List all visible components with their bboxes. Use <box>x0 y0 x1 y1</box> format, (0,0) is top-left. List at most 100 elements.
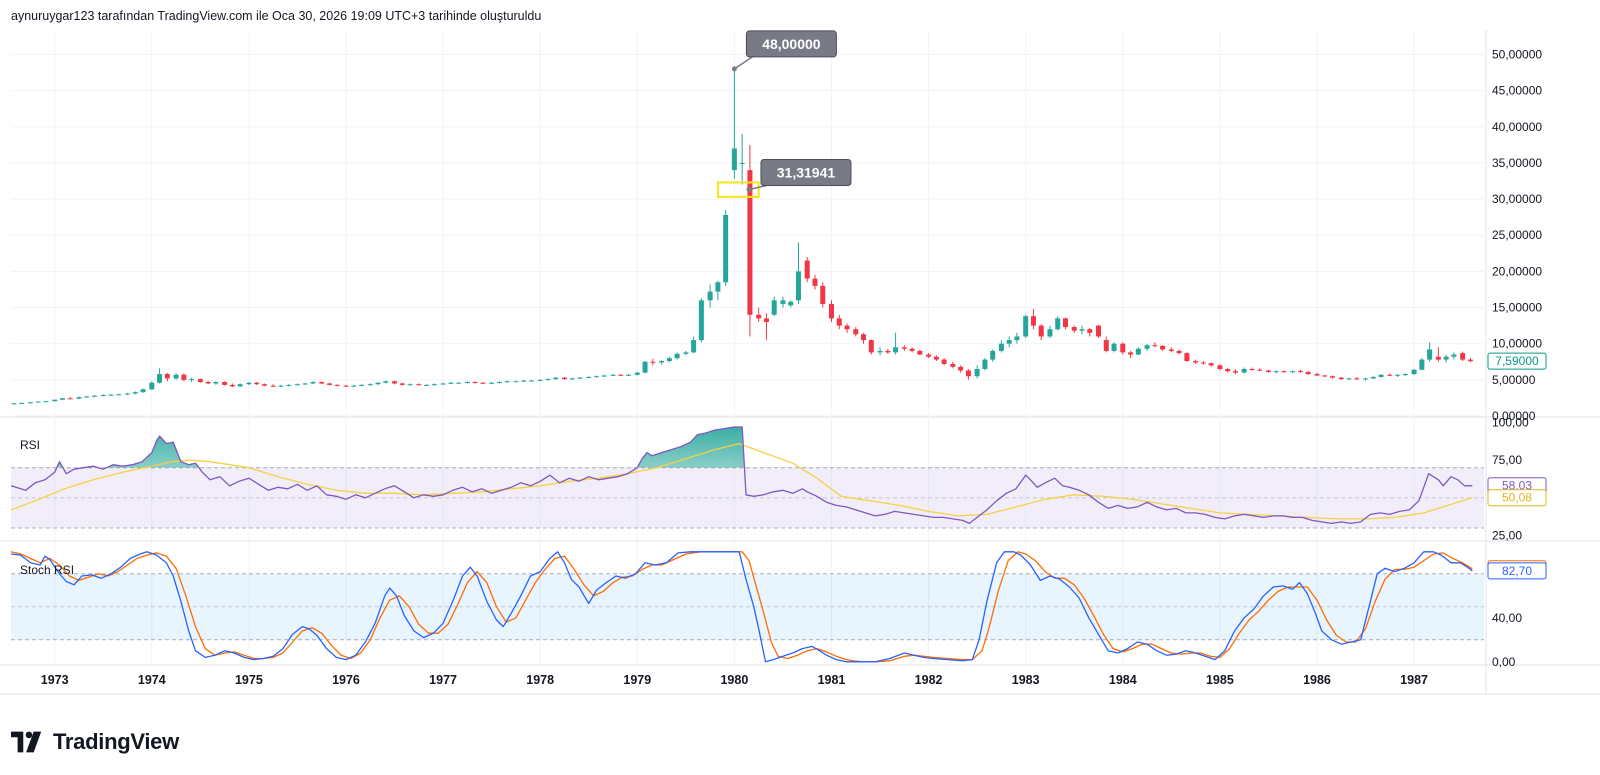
candle[interactable] <box>578 377 583 379</box>
candle[interactable] <box>286 384 291 386</box>
candle[interactable] <box>43 401 48 402</box>
candle[interactable] <box>1063 318 1068 330</box>
candle[interactable] <box>635 372 640 376</box>
candle[interactable] <box>611 374 616 376</box>
candle[interactable] <box>489 382 494 384</box>
candle[interactable] <box>480 382 485 384</box>
candle[interactable] <box>1249 368 1254 371</box>
candle[interactable] <box>1201 361 1206 365</box>
candle[interactable] <box>675 352 680 359</box>
tradingview-brand[interactable]: TradingView <box>11 729 179 755</box>
candle[interactable] <box>594 376 599 378</box>
candle[interactable] <box>383 381 388 384</box>
candle[interactable] <box>618 374 623 376</box>
candle[interactable] <box>626 374 631 376</box>
candle[interactable] <box>1266 370 1271 373</box>
candle[interactable] <box>602 375 607 377</box>
candle[interactable] <box>157 368 162 383</box>
candle[interactable] <box>1322 375 1327 377</box>
candle[interactable] <box>19 403 24 404</box>
candle[interactable] <box>934 355 939 361</box>
candle[interactable] <box>92 395 97 397</box>
candle[interactable] <box>788 300 793 307</box>
candle[interactable] <box>424 384 429 386</box>
candle[interactable] <box>1145 344 1150 351</box>
candle[interactable] <box>1184 352 1189 361</box>
candle[interactable] <box>878 347 883 355</box>
candle[interactable] <box>1257 368 1262 371</box>
candle[interactable] <box>1451 352 1456 359</box>
candle[interactable] <box>1290 370 1295 373</box>
candle[interactable] <box>708 284 713 307</box>
candle[interactable] <box>1047 326 1052 338</box>
candle[interactable] <box>1298 370 1303 373</box>
candle[interactable] <box>885 349 890 354</box>
candle[interactable] <box>780 297 785 308</box>
candle[interactable] <box>1104 336 1109 352</box>
candle[interactable] <box>262 383 267 386</box>
candle[interactable] <box>772 297 777 317</box>
price-callout[interactable]: 48,00000 <box>732 31 837 72</box>
candle[interactable] <box>643 361 648 373</box>
candle[interactable] <box>1177 349 1182 354</box>
candle[interactable] <box>659 360 664 364</box>
candle[interactable] <box>1072 326 1077 333</box>
candle[interactable] <box>740 134 745 185</box>
candle[interactable] <box>723 210 728 286</box>
candle[interactable] <box>359 384 364 386</box>
candle[interactable] <box>1306 371 1311 375</box>
candle[interactable] <box>829 300 834 322</box>
candle[interactable] <box>206 381 211 385</box>
candle[interactable] <box>950 362 955 369</box>
candle[interactable] <box>869 339 874 354</box>
candle[interactable] <box>1160 345 1165 351</box>
candle[interactable] <box>149 381 154 390</box>
candle[interactable] <box>1281 370 1286 372</box>
candle[interactable] <box>303 383 308 385</box>
candle[interactable] <box>335 384 340 386</box>
candle[interactable] <box>473 381 478 383</box>
candle[interactable] <box>1007 336 1012 347</box>
candle[interactable] <box>1087 328 1092 337</box>
candle[interactable] <box>351 385 356 387</box>
candle[interactable] <box>230 383 235 387</box>
candle[interactable] <box>926 353 931 358</box>
candle[interactable] <box>368 383 373 385</box>
candle[interactable] <box>465 381 470 383</box>
candle[interactable] <box>125 393 130 395</box>
candle[interactable] <box>999 340 1004 352</box>
candle[interactable] <box>60 398 65 400</box>
candle[interactable] <box>942 358 947 365</box>
candle[interactable] <box>505 381 510 383</box>
candle[interactable] <box>213 381 218 385</box>
candle[interactable] <box>1217 364 1222 371</box>
candle[interactable] <box>747 145 752 337</box>
candle[interactable] <box>683 351 688 355</box>
candle[interactable] <box>1403 373 1408 376</box>
candle[interactable] <box>1169 347 1174 352</box>
candle[interactable] <box>198 378 203 382</box>
candle[interactable] <box>982 358 987 370</box>
candle[interactable] <box>990 349 995 361</box>
candle[interactable] <box>1193 360 1198 364</box>
candle[interactable] <box>1468 358 1473 362</box>
candle[interactable] <box>715 281 720 301</box>
candle[interactable] <box>820 282 825 307</box>
candle[interactable] <box>650 359 655 366</box>
candle[interactable] <box>966 369 971 380</box>
candle[interactable] <box>1112 342 1117 352</box>
candle[interactable] <box>432 383 437 385</box>
candle[interactable] <box>958 365 963 372</box>
candle[interactable] <box>76 396 81 399</box>
candle[interactable] <box>319 381 324 384</box>
candle[interactable] <box>392 381 397 385</box>
candle[interactable] <box>975 365 980 378</box>
candle[interactable] <box>497 381 502 383</box>
candle[interactable] <box>1274 370 1279 373</box>
candle[interactable] <box>861 333 866 344</box>
candle[interactable] <box>837 315 842 329</box>
candle[interactable] <box>1419 358 1424 370</box>
candle[interactable] <box>271 384 276 387</box>
candle[interactable] <box>1136 347 1141 355</box>
